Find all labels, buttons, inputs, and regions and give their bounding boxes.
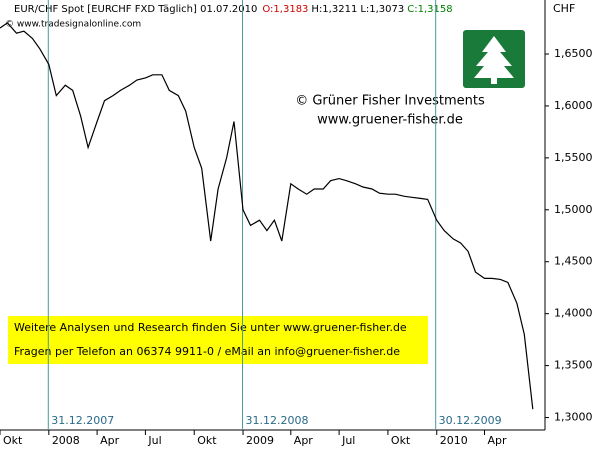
x-tick-label: Apr <box>488 434 508 447</box>
y-tick-label: 1,6000 <box>554 99 593 112</box>
header-instrument: EUR/CHF Spot [EURCHF FXD Täglich] 01.07.… <box>14 4 257 15</box>
info-line: Fragen per Telefon an 06374 9911-0 / eMa… <box>14 345 400 358</box>
x-tick-label: Okt <box>197 434 217 447</box>
x-tick-label: Okt <box>3 434 23 447</box>
header-low: L:1,3073 <box>360 4 404 15</box>
x-tick-label: Jul <box>147 434 161 447</box>
copyright: © Grüner Fisher Investments <box>295 94 485 109</box>
x-tick-label: Apr <box>100 434 120 447</box>
info-box <box>8 316 428 364</box>
y-tick-label: 1,5000 <box>554 203 593 216</box>
price-line <box>0 22 534 410</box>
x-tick-label: Okt <box>391 434 411 447</box>
header-close: C:1,3158 <box>407 4 452 15</box>
x-tick-label: 2008 <box>52 434 80 447</box>
marker-label: 31.12.2007 <box>51 414 114 427</box>
y-axis-label: CHF <box>553 2 575 15</box>
y-tick-label: 1,5500 <box>554 151 593 164</box>
x-tick-label: Apr <box>294 434 314 447</box>
source: © www.tradesignalonline.com <box>5 20 141 30</box>
website: www.gruener-fisher.de <box>317 113 463 128</box>
marker-label: 31.12.2008 <box>246 414 309 427</box>
x-tick-label: Jul <box>341 434 355 447</box>
y-tick-label: 1,6500 <box>554 47 593 60</box>
y-tick-label: 1,4500 <box>554 255 593 268</box>
marker-label: 30.12.2009 <box>439 414 502 427</box>
x-tick-label: 2009 <box>246 434 274 447</box>
y-tick-label: 1,3000 <box>554 411 593 424</box>
info-line: Weitere Analysen und Research finden Sie… <box>14 321 407 334</box>
header: EUR/CHF Spot [EURCHF FXD Täglich] 01.07.… <box>14 4 453 15</box>
logo-tree <box>474 36 514 78</box>
logo <box>463 30 525 88</box>
y-tick-label: 1,3500 <box>554 359 593 372</box>
y-tick-label: 1,4000 <box>554 307 593 320</box>
logo-trunk <box>491 76 497 84</box>
header-open: O:1,3183 <box>262 4 308 15</box>
x-tick-label: 2010 <box>440 434 468 447</box>
header-high: H:1,3211 <box>311 4 357 15</box>
